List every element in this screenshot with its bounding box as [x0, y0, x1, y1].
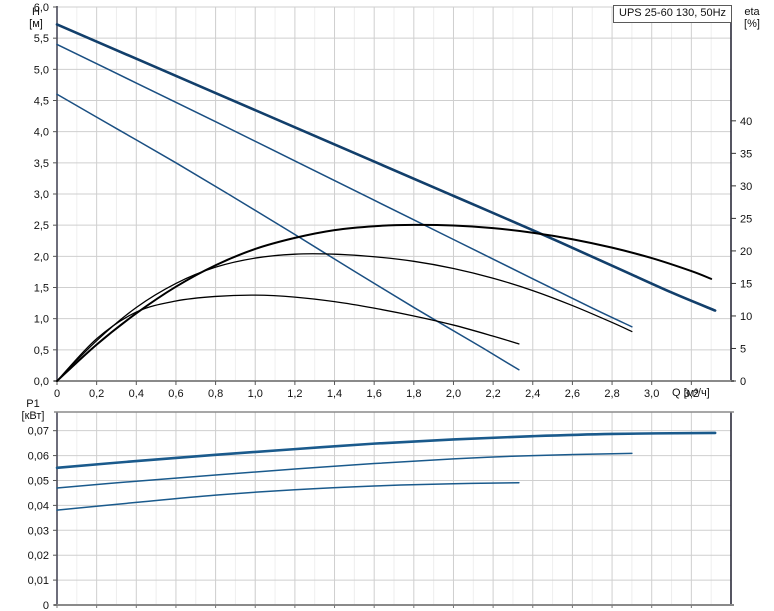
power-tick-label: 0,03	[28, 525, 49, 537]
head-tick-label: 4,5	[34, 96, 49, 108]
head-tick-label: 0,0	[34, 376, 49, 388]
head-tick-label: 3,0	[34, 189, 49, 201]
power-tick-label: 0,02	[28, 550, 49, 562]
flow-tick-label: 0,4	[129, 388, 144, 400]
eta-tick-label: 20	[740, 246, 752, 258]
flow-axis-title: Q [м³/ч]	[672, 387, 710, 399]
curves-lower	[55, 431, 717, 511]
eta-tick-label: 0	[740, 376, 746, 388]
flow-tick-label: 0,6	[168, 388, 183, 400]
efficiency-curve	[56, 294, 520, 382]
flow-tick-label: 0,8	[208, 388, 223, 400]
power-axis-ticks: 0 0,01 0,02 0,03 0,04 0,05 0,06 0,07	[28, 426, 57, 611]
head-efficiency-chart: 0,00,51,01,52,02,53,03,54,04,55,05,56,00…	[34, 2, 753, 400]
power-tick-label: 0,04	[28, 500, 49, 512]
flow-tick-label: 2,2	[485, 388, 500, 400]
flow-tick-label: 0,2	[89, 388, 104, 400]
eta-axis-ticks: 0 5 10 15 20 25 30 35 40	[731, 116, 752, 388]
head-tick-label: 2,5	[34, 220, 49, 232]
flow-tick-label: 3,0	[644, 388, 659, 400]
flow-tick-label: 2,4	[525, 388, 540, 400]
eta-tick-label: 25	[740, 213, 752, 225]
power-axis-title: P1 [кВт]	[21, 398, 45, 422]
head-curve	[56, 43, 633, 328]
power-tick-label: 0	[43, 600, 49, 611]
flow-tick-label: 1,6	[367, 388, 382, 400]
flow-tick-label: 3,2	[684, 388, 699, 400]
head-curve	[55, 23, 717, 312]
head-tick-label: 5,5	[34, 33, 49, 45]
head-tick-label: 3,5	[34, 158, 49, 170]
head-axis-ticks: 0,0 0,5 1,0 1,5 2,0 2,5 3,0 3,5 4,0 4,5 5,0 5,5 6,0	[34, 2, 57, 388]
eta-tick-label: 30	[740, 181, 752, 193]
grid-lower	[56, 412, 731, 606]
flow-tick-label: 1,2	[287, 388, 302, 400]
head-tick-label: 4,0	[34, 127, 49, 139]
flow-tick-label: 2,8	[604, 388, 619, 400]
chart-title-box: UPS 25-60 130, 50Hz	[613, 5, 733, 23]
eta-tick-label: 10	[740, 311, 752, 323]
axis-frame-lower	[54, 411, 734, 606]
flow-tick-label: 0	[54, 388, 60, 400]
head-tick-label: 1,5	[34, 283, 49, 295]
flow-tick-label: 1,4	[327, 388, 342, 400]
flow-tick-label: 2,6	[565, 388, 580, 400]
eta-tick-label: 15	[740, 278, 752, 290]
power-curve	[56, 452, 633, 489]
eta-tick-label: 5	[740, 343, 746, 355]
efficiency-curve	[56, 223, 713, 382]
head-tick-label: 0,5	[34, 345, 49, 357]
power-tick-label: 0,05	[28, 475, 49, 487]
flow-axis-ticks-lower	[56, 605, 692, 608]
power-curve	[55, 431, 717, 470]
flow-axis-ticks: 0 0,2 0,4 0,6 0,8 1,0 1,2 1,4 1,6 1,8 2,0 2,2 2,4 2,6…	[54, 381, 699, 400]
power-tick-label: 0,01	[28, 575, 49, 587]
flow-tick-label: 1,0	[248, 388, 263, 400]
head-tick-label: 1,0	[34, 314, 49, 326]
efficiency-curve	[56, 253, 633, 382]
flow-tick-label: 1,8	[406, 388, 421, 400]
grid-upper	[56, 6, 731, 382]
power-curve	[56, 481, 520, 511]
head-axis-title: H [м]	[29, 6, 43, 30]
eta-tick-label: 40	[740, 116, 752, 128]
flow-tick-label: 2,0	[446, 388, 461, 400]
head-tick-label: 6,0	[34, 2, 49, 14]
curves-upper	[55, 23, 717, 382]
eta-axis-title: eta [%]	[744, 6, 760, 30]
power-tick-label: 0,06	[28, 451, 49, 463]
eta-tick-label: 35	[740, 148, 752, 160]
head-curve	[56, 93, 520, 371]
head-tick-label: 5,0	[34, 64, 49, 76]
head-tick-label: 2,0	[34, 251, 49, 263]
power-tick-label: 0,07	[28, 426, 49, 438]
